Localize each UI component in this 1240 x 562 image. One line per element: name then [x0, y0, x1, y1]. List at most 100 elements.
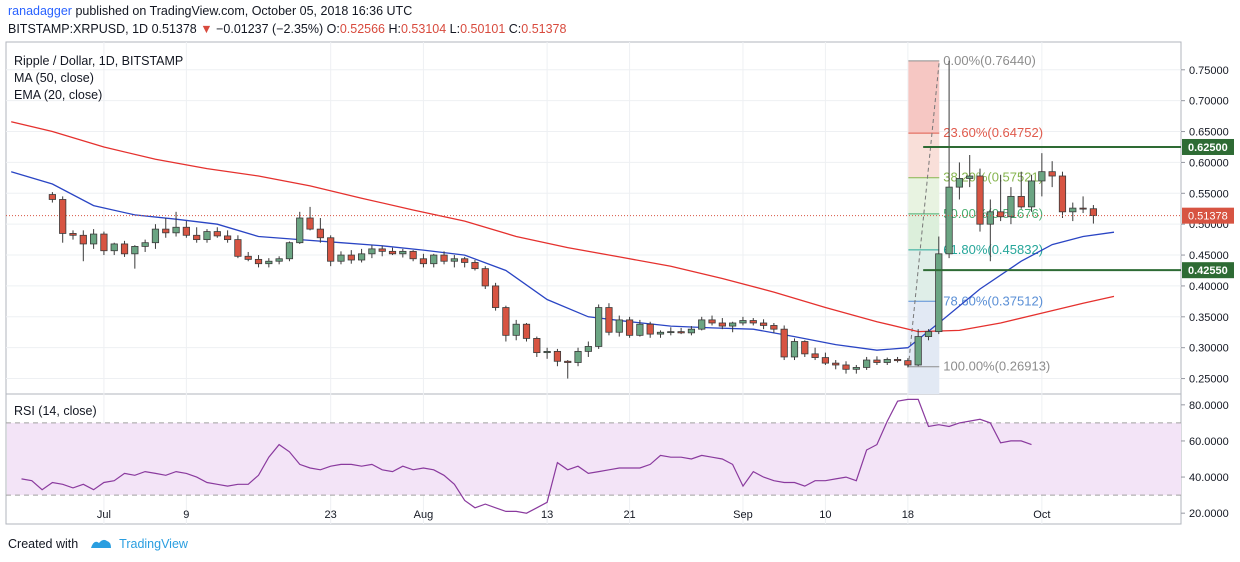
candle-body	[739, 320, 747, 324]
candle-body	[1048, 171, 1056, 177]
candle-body	[790, 341, 799, 358]
candle-body	[306, 217, 314, 230]
candle-body	[491, 285, 500, 308]
fib-zone	[908, 213, 940, 250]
ma-50-line	[11, 121, 1115, 333]
candle-body	[399, 250, 407, 255]
candle-body	[893, 359, 902, 362]
candle-body	[945, 186, 953, 255]
candle-body	[976, 175, 984, 225]
candle-body	[646, 323, 654, 335]
price-axis-label: 0.35000	[1189, 312, 1229, 324]
chart-title: Ripple / Dollar, 1D, BITSTAMP	[14, 54, 183, 68]
candle-body	[1017, 195, 1025, 208]
fib-level-label: 0.00%(0.76440)	[943, 53, 1036, 68]
level-price-tag	[1182, 262, 1234, 279]
candle-body	[224, 235, 232, 241]
candle-body	[275, 258, 283, 262]
candle-body	[1058, 175, 1067, 213]
candle-body	[162, 228, 170, 234]
time-axis-label: Aug	[414, 509, 434, 521]
fib-level-label: 23.60%(0.64752)	[943, 125, 1043, 140]
candle-body	[852, 367, 860, 370]
candle-body	[182, 226, 190, 236]
fib-level-label: 100.00%(0.26913)	[943, 359, 1050, 374]
candle-body	[615, 319, 623, 333]
price-axis-label: 0.75000	[1189, 65, 1229, 77]
candle-body	[48, 194, 56, 200]
price-axis-label: 0.55000	[1189, 188, 1229, 200]
candle-body	[914, 336, 922, 366]
candle-body	[656, 331, 665, 335]
candle-body	[1079, 207, 1087, 210]
time-axis-label: Sep	[733, 509, 753, 521]
time-axis-label: 21	[623, 509, 635, 521]
tradingview-link[interactable]: TradingView	[119, 537, 188, 551]
fib-level-label: 78.60%(0.37512)	[943, 293, 1043, 308]
candle-body	[842, 364, 850, 370]
candle-body	[759, 322, 768, 326]
candle-body	[986, 211, 994, 225]
candle-body	[461, 258, 469, 263]
footer: Created with TradingView	[8, 537, 188, 552]
close-label: C:	[508, 22, 522, 36]
published-text: published on TradingView.com, October 05…	[75, 4, 413, 18]
candle-body	[234, 239, 242, 257]
high-value: 0.53104	[400, 22, 447, 36]
candle-body	[522, 323, 531, 339]
candle-body	[337, 254, 345, 262]
candle-body	[265, 260, 273, 265]
fib-zone	[908, 249, 940, 302]
candle-body	[729, 322, 737, 327]
low-value: 0.50101	[460, 22, 506, 36]
price-axis-label: 0.25000	[1189, 374, 1229, 386]
rsi-axis-label: 80.0000	[1189, 400, 1229, 412]
fib-zone	[908, 60, 940, 134]
candle-body	[698, 319, 706, 330]
fib-level-label: 38.20%(0.57521)	[943, 170, 1043, 185]
candle-body	[1069, 207, 1077, 213]
candle-body	[481, 268, 489, 287]
candle-body	[409, 250, 417, 260]
candle-body	[997, 211, 1005, 218]
time-axis-label: 9	[183, 509, 189, 521]
time-axis-label: 13	[541, 509, 553, 521]
candle-body	[213, 231, 221, 237]
candle-body	[718, 322, 726, 327]
candle-body	[69, 233, 77, 236]
candle-body	[450, 258, 458, 262]
candle-body	[904, 360, 912, 366]
candle-body	[966, 175, 974, 179]
time-axis-label: Jul	[97, 509, 111, 521]
candle-body	[430, 254, 438, 265]
time-axis-label: Oct	[1033, 509, 1050, 521]
author-link[interactable]: ranadagger	[8, 4, 72, 18]
price-axis-label: 0.60000	[1189, 157, 1229, 169]
candle-body	[378, 248, 386, 252]
candle-body	[595, 307, 603, 347]
change-value: −0.01237 (−2.35%)	[216, 22, 324, 36]
ema-20-line	[11, 171, 1115, 351]
level-price-tag-label: 0.42550	[1188, 265, 1228, 277]
candle-body	[244, 255, 252, 260]
close-value: 0.51378	[521, 22, 567, 36]
candle-body	[935, 253, 943, 333]
candle-body	[512, 323, 520, 336]
ema-legend: EMA (20, close)	[14, 88, 102, 102]
candle-body	[440, 254, 448, 262]
candle-body	[419, 258, 428, 265]
candle-body	[193, 234, 201, 241]
candle-body	[1089, 208, 1097, 216]
candle-body	[471, 262, 479, 270]
open-value: 0.52566	[339, 22, 385, 36]
candle-body	[883, 359, 891, 363]
rsi-axis-label: 20.0000	[1189, 508, 1229, 520]
candle-body	[770, 325, 778, 330]
candle-body	[172, 226, 180, 234]
candle-body	[1027, 180, 1036, 208]
candle-body	[203, 231, 211, 241]
candle-body	[90, 233, 98, 245]
level-price-tag-label: 0.62500	[1188, 142, 1228, 154]
candle-body	[749, 320, 757, 324]
